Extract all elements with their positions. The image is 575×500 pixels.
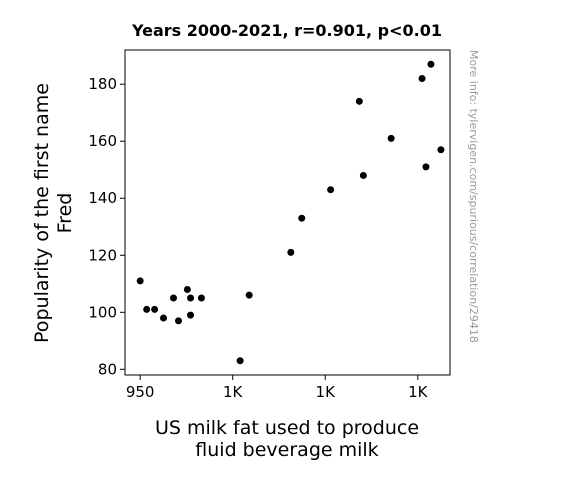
- data-point: [245, 291, 253, 299]
- data-point: [236, 357, 244, 365]
- data-point: [151, 305, 159, 313]
- data-point: [418, 75, 426, 83]
- data-point: [287, 248, 295, 256]
- data-point: [183, 285, 191, 293]
- x-tick-label: 1K: [408, 383, 429, 401]
- plot-area: [124, 49, 451, 376]
- data-point: [359, 171, 367, 179]
- data-point: [355, 97, 363, 105]
- x-tick-label: 1K: [223, 383, 244, 401]
- y-tick-label: 120: [88, 246, 117, 264]
- y-axis-label-line-2: Fred: [54, 193, 76, 234]
- y-tick-label: 160: [88, 132, 117, 150]
- x-tick-label: 1K: [316, 383, 337, 401]
- x-axis-label-line-1: US milk fat used to produce: [155, 417, 419, 439]
- data-point: [136, 277, 144, 285]
- data-point: [437, 146, 445, 154]
- data-point: [169, 294, 177, 302]
- data-point: [187, 311, 195, 319]
- data-point: [197, 294, 205, 302]
- data-point: [174, 317, 182, 325]
- y-axis-ticks: 80 100 120 140 160 180: [88, 75, 125, 378]
- data-point: [422, 163, 430, 171]
- data-point: [427, 60, 435, 68]
- y-tick-label: 140: [88, 189, 117, 207]
- y-tick-label: 100: [88, 303, 117, 321]
- data-point: [187, 294, 195, 302]
- y-tick-label: 80: [98, 360, 117, 378]
- chart-title: Years 2000-2021, r=0.901, p<0.01: [131, 21, 442, 40]
- y-tick-label: 180: [88, 75, 117, 93]
- data-point: [298, 214, 306, 222]
- x-tick-label: 950: [126, 383, 155, 401]
- data-point: [327, 186, 335, 194]
- y-axis-label-line-1: Popularity of the first name: [31, 83, 53, 343]
- source-note: More info: tylervigen.com/spurious/corre…: [467, 50, 480, 343]
- data-point: [387, 134, 395, 142]
- data-point: [159, 314, 167, 322]
- data-point: [143, 305, 151, 313]
- x-axis-ticks: 950 1K 1K 1K: [126, 375, 429, 401]
- x-axis-label-line-2: fluid beverage milk: [195, 439, 378, 461]
- data-points: [136, 60, 445, 365]
